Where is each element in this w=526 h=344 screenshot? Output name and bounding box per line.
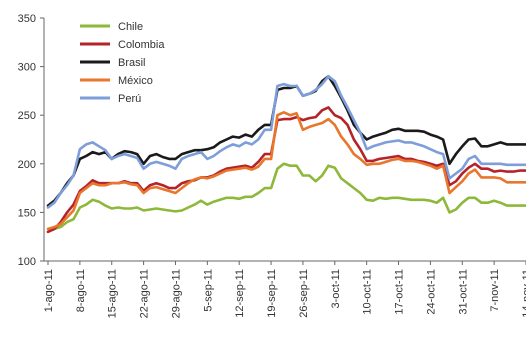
x-tick-label: 19-sep-11 [266,269,278,318]
x-tick-label: 24-oct-11 [425,269,437,315]
x-tick-label: 31-oct-11 [457,269,469,315]
x-tick-label: 29-ago-11 [170,269,182,318]
x-tick-label: 14-nov-11 [521,269,526,318]
legend-label-4: Perú [118,93,141,105]
x-tick-label: 3-oct-11 [330,269,342,309]
x-tick-label: 26-sep-11 [298,269,310,318]
x-tick-label: 10-oct-11 [362,269,374,315]
y-tick-label: 100 [18,256,36,268]
legend-label-0: Chile [118,21,143,33]
y-tick-label: 200 [18,159,36,171]
x-tick-label: 12-sep-11 [234,269,246,318]
x-tick-label: 15-ago-11 [107,269,119,318]
legend-label-2: Brasil [118,57,146,69]
series-line-4 [46,75,526,209]
y-tick-label: 350 [18,13,36,25]
x-tick-label: 17-oct-11 [394,269,406,315]
chart-legend: Chile Colombia Brasil México Perú [80,21,165,105]
series-line-1 [46,106,526,234]
series-line-3 [46,111,526,231]
x-tick-label: 5-sep-11 [202,269,214,312]
series-line-0 [46,162,526,234]
y-tick-label: 250 [18,110,36,122]
x-tick-label: 8-ago-11 [75,269,87,312]
y-tick-label: 150 [18,207,36,219]
legend-label-3: México [118,75,153,87]
legend-label-1: Colombia [118,39,165,51]
chart-series-group [46,75,526,234]
chart-axes: 100 150 200 250 300 350 1-ago-11 8-ago-11 15-ago… [18,13,526,318]
x-tick-label: 22-ago-11 [139,269,151,318]
series-line-2 [46,75,526,207]
y-tick-label: 300 [18,62,36,74]
x-tick-label: 1-ago-11 [43,269,55,312]
x-tick-label: 7-nov-11 [489,269,501,312]
